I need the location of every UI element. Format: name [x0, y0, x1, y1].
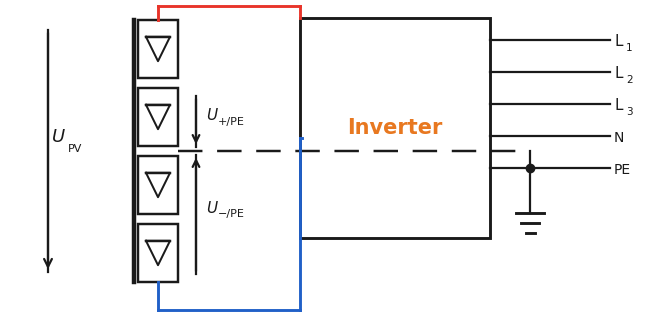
- Text: PV: PV: [68, 144, 82, 154]
- Text: L: L: [614, 35, 623, 49]
- Text: PE: PE: [614, 163, 631, 177]
- Text: +/PE: +/PE: [218, 117, 245, 126]
- Text: 2: 2: [626, 75, 632, 85]
- Text: 1: 1: [626, 43, 632, 53]
- Text: U: U: [52, 128, 65, 146]
- Bar: [138, 20, 178, 78]
- Bar: [300, 18, 490, 238]
- Text: −/PE: −/PE: [218, 210, 245, 219]
- Bar: [138, 156, 178, 214]
- Bar: [138, 88, 178, 146]
- Text: L: L: [614, 67, 623, 82]
- Text: N: N: [614, 131, 625, 145]
- Text: L: L: [614, 98, 623, 114]
- Text: U: U: [206, 201, 217, 216]
- Bar: [138, 224, 178, 282]
- Text: 3: 3: [626, 107, 632, 117]
- Text: U: U: [206, 108, 217, 123]
- Text: Inverter: Inverter: [347, 118, 443, 138]
